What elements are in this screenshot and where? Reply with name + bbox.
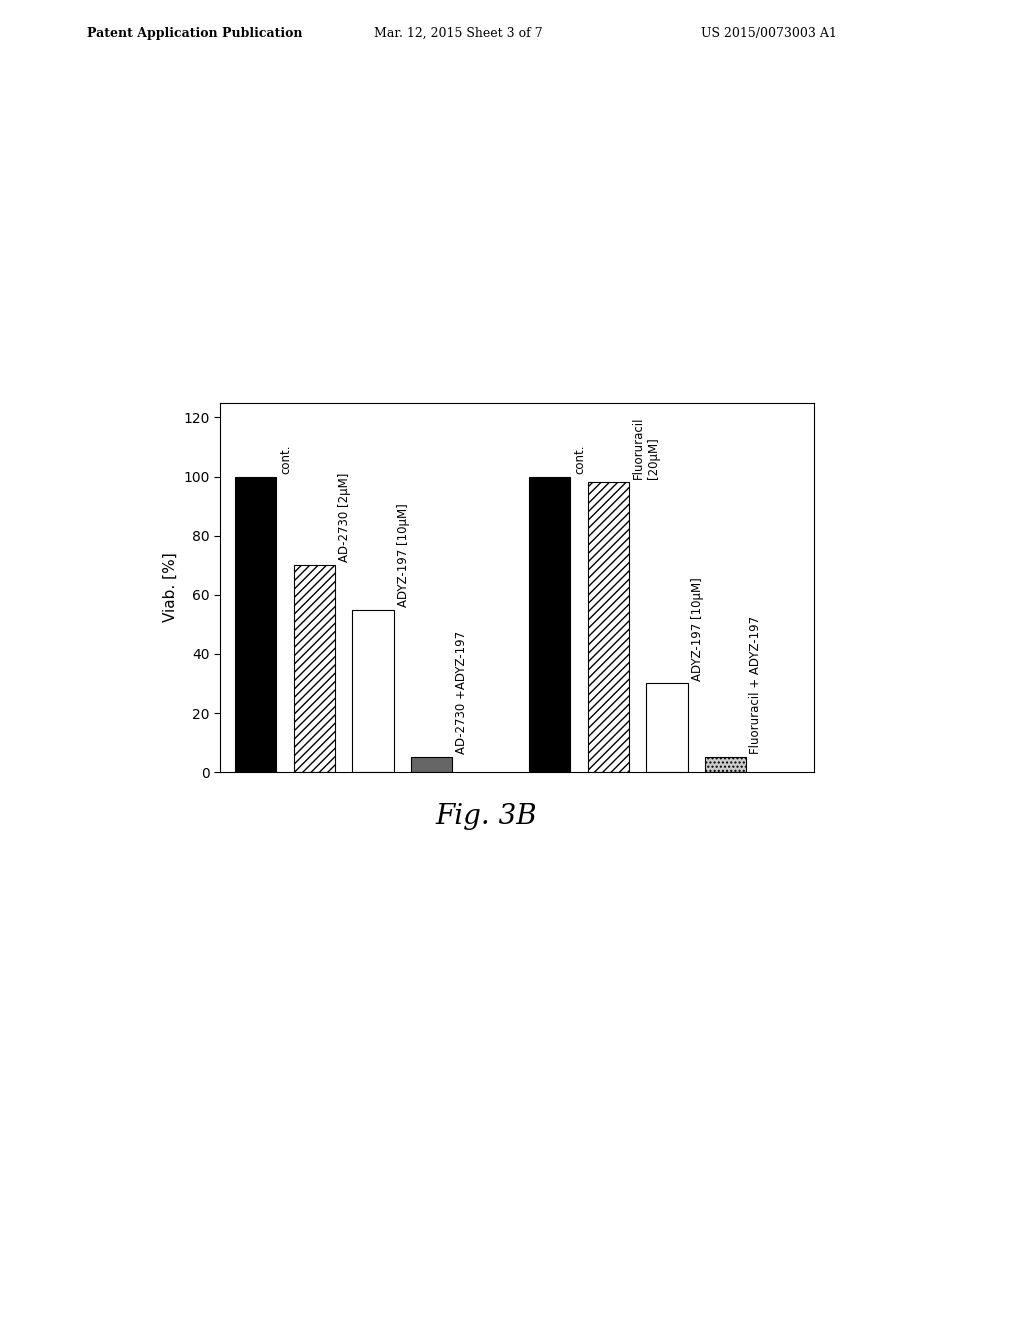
Text: AD-2730 +ADYZ-197: AD-2730 +ADYZ-197 <box>456 631 468 755</box>
Text: Fluoruracil
[20μM]: Fluoruracil [20μM] <box>632 417 659 479</box>
Text: Mar. 12, 2015 Sheet 3 of 7: Mar. 12, 2015 Sheet 3 of 7 <box>374 26 543 40</box>
Text: cont.: cont. <box>573 444 586 474</box>
Text: ADYZ-197 [10μM]: ADYZ-197 [10μM] <box>396 503 410 607</box>
Bar <box>706 758 746 772</box>
Bar <box>528 477 570 772</box>
Bar <box>294 565 335 772</box>
Text: cont.: cont. <box>279 444 292 474</box>
Bar <box>412 758 453 772</box>
Bar <box>352 610 393 772</box>
Text: US 2015/0073003 A1: US 2015/0073003 A1 <box>701 26 838 40</box>
Text: Patent Application Publication: Patent Application Publication <box>87 26 302 40</box>
Y-axis label: Viab. [%]: Viab. [%] <box>163 553 178 622</box>
Text: Fig. 3B: Fig. 3B <box>435 803 538 829</box>
Text: AD-2730 [2μM]: AD-2730 [2μM] <box>338 473 351 562</box>
Text: ADYZ-197 [10μM]: ADYZ-197 [10μM] <box>690 577 703 681</box>
Text: Fluoruracil + ADYZ-197: Fluoruracil + ADYZ-197 <box>750 616 763 755</box>
Bar <box>588 482 629 772</box>
Bar <box>234 477 276 772</box>
Bar <box>646 684 688 772</box>
